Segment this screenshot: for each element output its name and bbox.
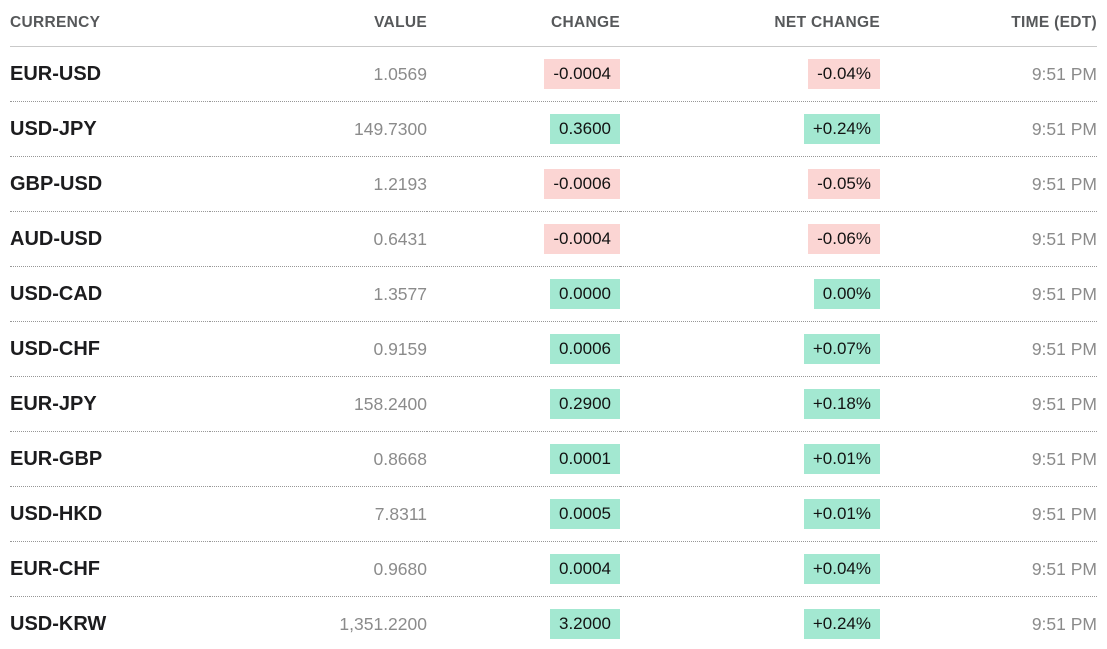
change-badge: -0.0006 (544, 168, 620, 200)
value-cell: 158.2400 (210, 376, 427, 432)
column-header-currency: CURRENCY (10, 0, 210, 47)
time-cell: 9:51 PM (880, 596, 1097, 649)
net-change-badge: +0.18% (803, 388, 880, 420)
value-cell: 1.2193 (210, 156, 427, 212)
column-header-change: CHANGE (427, 0, 620, 47)
time-cell: 9:51 PM (880, 376, 1097, 432)
table-row: USD-KRW 1,351.2200 3.2000 +0.24% 9:51 PM (10, 596, 1097, 649)
time-cell: 9:51 PM (880, 431, 1097, 487)
value-cell: 1.3577 (210, 266, 427, 322)
value-cell: 0.9159 (210, 321, 427, 377)
net-change-badge: +0.01% (803, 443, 880, 475)
time-cell: 9:51 PM (880, 541, 1097, 597)
table-row: EUR-JPY 158.2400 0.2900 +0.18% 9:51 PM (10, 376, 1097, 432)
net-change-badge: +0.24% (803, 113, 880, 145)
change-badge: -0.0004 (544, 223, 620, 255)
table-header-row: CURRENCY VALUE CHANGE NET CHANGE TIME (E… (10, 0, 1097, 47)
change-badge: 3.2000 (550, 608, 620, 640)
table-row: EUR-CHF 0.9680 0.0004 +0.04% 9:51 PM (10, 541, 1097, 597)
table-row: USD-JPY 149.7300 0.3600 +0.24% 9:51 PM (10, 101, 1097, 157)
currency-pair-link[interactable]: USD-CAD (10, 282, 103, 305)
time-cell: 9:51 PM (880, 156, 1097, 212)
table-row: AUD-USD 0.6431 -0.0004 -0.06% 9:51 PM (10, 211, 1097, 267)
net-change-badge: -0.04% (808, 58, 880, 90)
value-cell: 1,351.2200 (210, 596, 427, 649)
change-badge: 0.2900 (550, 388, 620, 420)
time-cell: 9:51 PM (880, 46, 1097, 102)
currency-pair-link[interactable]: EUR-CHF (10, 557, 100, 580)
currency-pair-link[interactable]: EUR-GBP (10, 447, 103, 470)
column-header-time: TIME (EDT) (880, 0, 1097, 47)
change-badge: 0.3600 (550, 113, 620, 145)
value-cell: 0.8668 (210, 431, 427, 487)
value-cell: 1.0569 (210, 46, 427, 102)
net-change-badge: +0.24% (803, 608, 880, 640)
change-badge: 0.0004 (550, 553, 620, 585)
currency-pair-link[interactable]: EUR-USD (10, 62, 102, 85)
change-badge: 0.0000 (550, 278, 620, 310)
table-row: GBP-USD 1.2193 -0.0006 -0.05% 9:51 PM (10, 156, 1097, 212)
column-header-net-change: NET CHANGE (620, 0, 880, 47)
table-row: EUR-GBP 0.8668 0.0001 +0.01% 9:51 PM (10, 431, 1097, 487)
currency-pair-link[interactable]: USD-KRW (10, 612, 107, 635)
net-change-badge: +0.04% (803, 553, 880, 585)
column-header-value: VALUE (210, 0, 427, 47)
value-cell: 149.7300 (210, 101, 427, 157)
time-cell: 9:51 PM (880, 266, 1097, 322)
value-cell: 0.9680 (210, 541, 427, 597)
time-cell: 9:51 PM (880, 486, 1097, 542)
net-change-badge: +0.01% (803, 498, 880, 530)
change-badge: 0.0001 (550, 443, 620, 475)
table-row: USD-CAD 1.3577 0.0000 0.00% 9:51 PM (10, 266, 1097, 322)
currency-pair-link[interactable]: EUR-JPY (10, 392, 97, 415)
currency-pair-link[interactable]: USD-CHF (10, 337, 100, 360)
currency-pair-link[interactable]: USD-HKD (10, 502, 103, 525)
change-badge: 0.0005 (550, 498, 620, 530)
value-cell: 0.6431 (210, 211, 427, 267)
change-badge: 0.0006 (550, 333, 620, 365)
time-cell: 9:51 PM (880, 101, 1097, 157)
net-change-badge: 0.00% (813, 278, 880, 310)
net-change-badge: -0.06% (808, 223, 880, 255)
table-row: USD-CHF 0.9159 0.0006 +0.07% 9:51 PM (10, 321, 1097, 377)
table-row: EUR-USD 1.0569 -0.0004 -0.04% 9:51 PM (10, 46, 1097, 102)
time-cell: 9:51 PM (880, 321, 1097, 377)
net-change-badge: -0.05% (808, 168, 880, 200)
time-cell: 9:51 PM (880, 211, 1097, 267)
currency-pair-link[interactable]: AUD-USD (10, 227, 103, 250)
change-badge: -0.0004 (544, 58, 620, 90)
currency-pair-link[interactable]: GBP-USD (10, 172, 103, 195)
currency-pair-link[interactable]: USD-JPY (10, 117, 97, 140)
net-change-badge: +0.07% (803, 333, 880, 365)
table-row: USD-HKD 7.8311 0.0005 +0.01% 9:51 PM (10, 486, 1097, 542)
value-cell: 7.8311 (210, 486, 427, 542)
